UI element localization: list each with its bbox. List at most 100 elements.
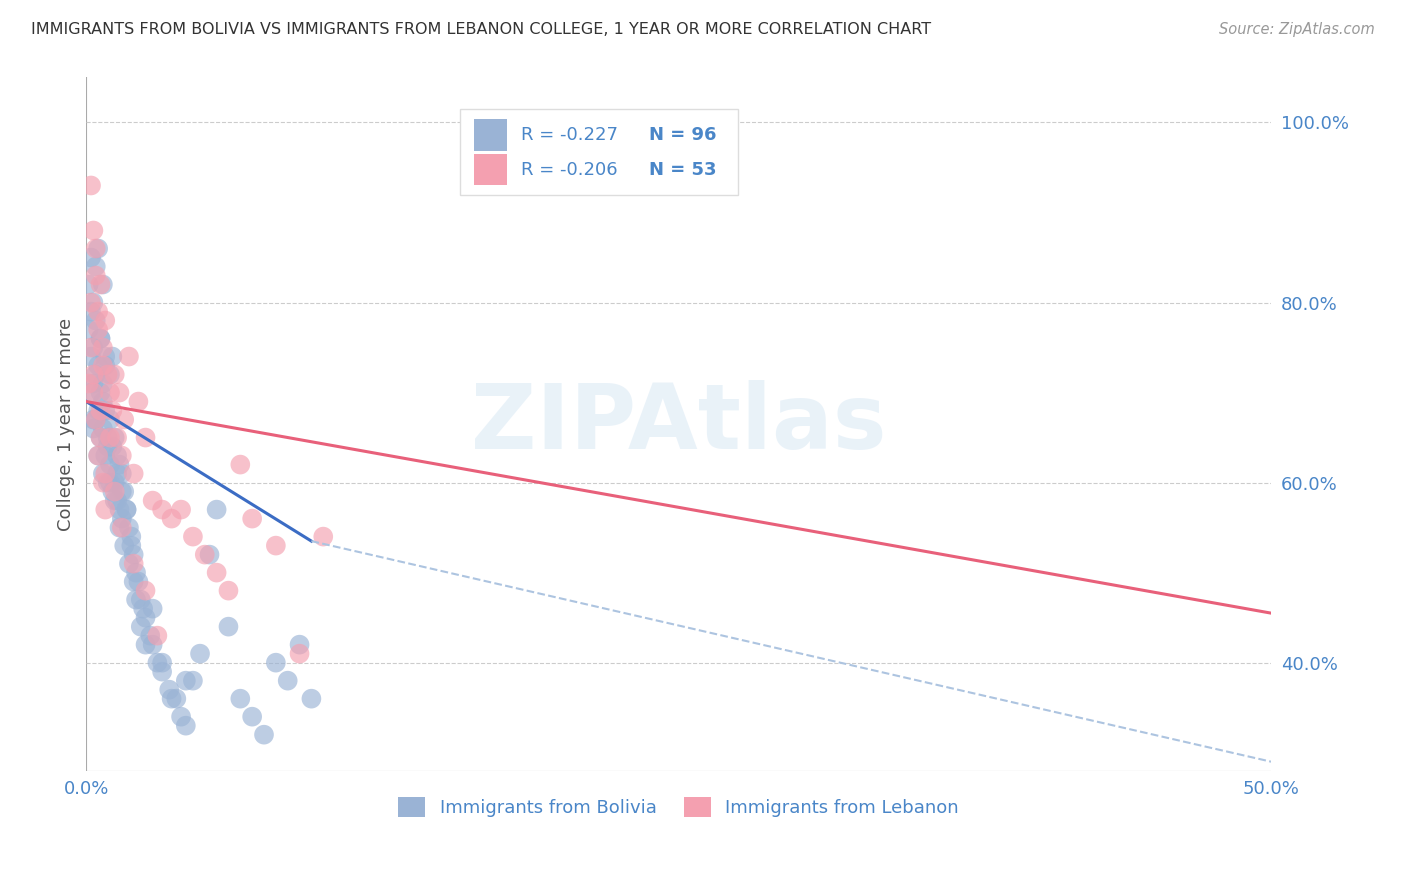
- Point: [94, 467, 117, 481]
- Point: [97, 475, 120, 490]
- Point: [94, 359, 117, 373]
- Point: [98, 368, 121, 382]
- Point: [82, 295, 104, 310]
- Point: [194, 548, 217, 562]
- Point: [91, 421, 114, 435]
- Point: [104, 484, 127, 499]
- Point: [98, 458, 121, 472]
- FancyBboxPatch shape: [460, 109, 738, 195]
- Point: [80, 178, 103, 193]
- Point: [87, 242, 110, 256]
- Point: [105, 493, 128, 508]
- Point: [150, 502, 173, 516]
- Point: [122, 574, 145, 589]
- Point: [82, 421, 104, 435]
- Point: [89, 277, 111, 292]
- Point: [91, 359, 114, 373]
- Point: [142, 493, 165, 508]
- Point: [82, 385, 104, 400]
- Point: [170, 502, 193, 516]
- Point: [277, 673, 299, 688]
- Point: [87, 359, 110, 373]
- Point: [91, 341, 114, 355]
- Point: [264, 656, 287, 670]
- Point: [229, 458, 252, 472]
- Point: [299, 691, 322, 706]
- Point: [135, 638, 157, 652]
- Point: [101, 350, 124, 364]
- Point: [146, 656, 169, 670]
- Point: [104, 431, 127, 445]
- Text: Source: ZipAtlas.com: Source: ZipAtlas.com: [1219, 22, 1375, 37]
- Point: [89, 332, 111, 346]
- Point: [111, 520, 134, 534]
- Point: [82, 412, 104, 426]
- Point: [111, 467, 134, 481]
- Point: [98, 475, 121, 490]
- Point: [253, 728, 276, 742]
- Point: [160, 511, 183, 525]
- Y-axis label: College, 1 year or more: College, 1 year or more: [58, 318, 75, 531]
- Point: [97, 368, 120, 382]
- Point: [87, 322, 110, 336]
- Point: [129, 592, 152, 607]
- Point: [105, 467, 128, 481]
- Point: [118, 520, 141, 534]
- Point: [94, 449, 117, 463]
- Point: [104, 493, 127, 508]
- Point: [97, 440, 120, 454]
- Point: [150, 656, 173, 670]
- Text: IMMIGRANTS FROM BOLIVIA VS IMMIGRANTS FROM LEBANON COLLEGE, 1 YEAR OR MORE CORRE: IMMIGRANTS FROM BOLIVIA VS IMMIGRANTS FR…: [31, 22, 931, 37]
- Point: [94, 350, 117, 364]
- Point: [91, 376, 114, 391]
- Point: [312, 530, 335, 544]
- Point: [108, 520, 131, 534]
- Point: [205, 566, 228, 580]
- Point: [288, 638, 311, 652]
- Point: [108, 385, 131, 400]
- Point: [80, 385, 103, 400]
- Point: [84, 368, 107, 382]
- Point: [122, 557, 145, 571]
- Point: [181, 673, 204, 688]
- Point: [91, 394, 114, 409]
- Point: [84, 260, 107, 274]
- Point: [150, 665, 173, 679]
- Point: [89, 403, 111, 417]
- Point: [122, 548, 145, 562]
- Point: [108, 502, 131, 516]
- Point: [101, 403, 124, 417]
- Point: [98, 385, 121, 400]
- Point: [135, 583, 157, 598]
- Point: [98, 412, 121, 426]
- Point: [87, 304, 110, 318]
- Point: [77, 376, 100, 391]
- Point: [80, 341, 103, 355]
- Point: [77, 277, 100, 292]
- Point: [98, 431, 121, 445]
- Point: [84, 412, 107, 426]
- Point: [87, 403, 110, 417]
- Point: [240, 511, 263, 525]
- Point: [84, 313, 107, 327]
- Point: [157, 682, 180, 697]
- Point: [111, 511, 134, 525]
- Point: [91, 277, 114, 292]
- Point: [229, 691, 252, 706]
- Point: [91, 467, 114, 481]
- Point: [122, 467, 145, 481]
- Text: N = 53: N = 53: [650, 161, 717, 178]
- Point: [217, 583, 239, 598]
- Point: [127, 574, 149, 589]
- Point: [112, 412, 135, 426]
- Point: [240, 709, 263, 723]
- Point: [181, 530, 204, 544]
- Point: [89, 385, 111, 400]
- Point: [94, 313, 117, 327]
- Point: [205, 502, 228, 516]
- Point: [104, 368, 127, 382]
- Point: [80, 304, 103, 318]
- Point: [94, 403, 117, 417]
- Point: [217, 620, 239, 634]
- Point: [82, 376, 104, 391]
